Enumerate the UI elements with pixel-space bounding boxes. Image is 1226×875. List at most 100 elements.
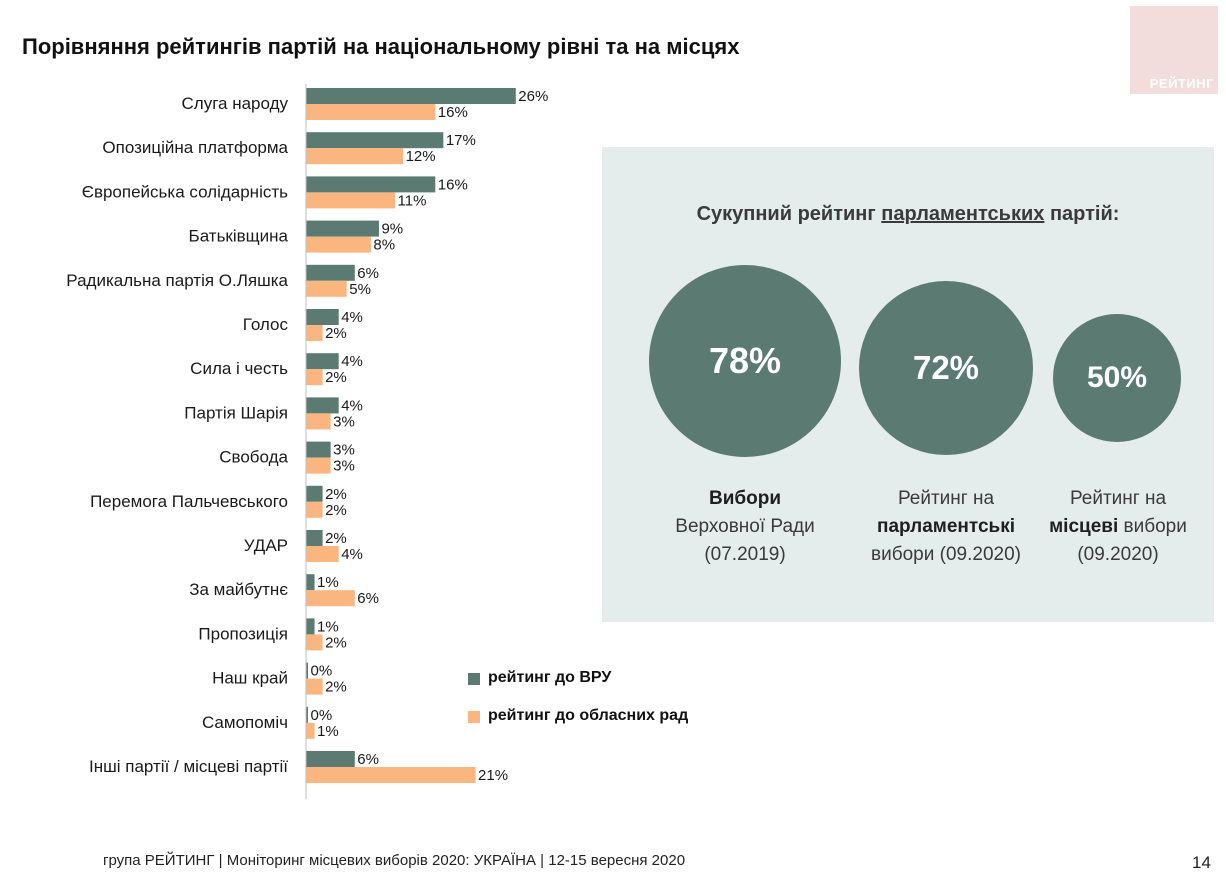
data-label-vru: 1% xyxy=(317,618,339,635)
caption-bold: парламентські xyxy=(876,516,1015,537)
caption-vru-2019: Вибори Верховної Ради (07.2019) xyxy=(650,485,840,569)
category-label: УДАР xyxy=(244,536,288,555)
data-label-vru: 4% xyxy=(341,397,363,414)
category-label: Радикальна партія О.Ляшка xyxy=(66,271,288,290)
data-label-oblast: 2% xyxy=(325,634,347,651)
bar-oblast xyxy=(306,634,323,651)
category-label: Голос xyxy=(243,315,289,334)
data-label-oblast: 3% xyxy=(333,413,355,430)
data-label-vru: 3% xyxy=(333,442,355,459)
bar-oblast xyxy=(306,546,339,562)
data-label-oblast: 8% xyxy=(373,237,395,254)
bar-vru xyxy=(306,397,339,414)
circle-value: 78% xyxy=(708,340,782,381)
caption-parliament-2020: Рейтинг на парламентські вибори (09.2020… xyxy=(846,485,1046,569)
bar-vru xyxy=(306,530,323,546)
data-label-vru: 4% xyxy=(341,309,363,326)
panel-title-underlined: парламентських xyxy=(881,203,1045,225)
bar-oblast xyxy=(306,590,355,607)
caption-bold: Вибори xyxy=(708,488,782,509)
caption-pre: Рейтинг на xyxy=(897,488,995,509)
caption-text: Верховної Ради (07.2019) xyxy=(675,516,815,565)
category-label: Сила і честь xyxy=(190,359,288,378)
data-label-oblast: 2% xyxy=(325,502,347,519)
page-title: Порівняння рейтингів партій на національ… xyxy=(22,34,740,59)
data-label-vru: 1% xyxy=(317,574,339,591)
circle-local-2020: 50% xyxy=(1053,314,1181,442)
data-label-vru: 26% xyxy=(518,88,548,105)
bar-vru xyxy=(306,751,355,767)
legend-swatch-oblast xyxy=(468,711,480,723)
circle-parliament-2020: 72% xyxy=(859,281,1033,455)
data-label-vru: 2% xyxy=(325,530,347,547)
data-label-vru: 17% xyxy=(446,132,476,149)
data-label-oblast: 2% xyxy=(325,369,347,386)
bar-oblast xyxy=(306,678,323,695)
chart-legend: рейтинг до ВРУ рейтинг до обласних рад xyxy=(468,668,688,744)
data-label-oblast: 6% xyxy=(357,590,379,607)
circle-vru-2019: 78% xyxy=(649,265,841,457)
bar-oblast xyxy=(306,767,476,783)
bar-vru xyxy=(306,618,315,635)
data-label-oblast: 2% xyxy=(325,325,347,342)
category-label: Інші партії / місцеві партії xyxy=(89,757,288,776)
category-label: Пропозиція xyxy=(198,624,288,643)
party-ratings-bar-chart: Слуга народу 26% 16% Опозиційна платформа 17… xyxy=(66,84,548,800)
bar-vru xyxy=(306,132,444,149)
bar-oblast xyxy=(306,369,323,386)
data-label-oblast: 3% xyxy=(333,458,355,475)
category-label: За майбутнє xyxy=(189,580,288,599)
bar-oblast xyxy=(306,280,347,297)
data-label-oblast: 5% xyxy=(349,281,371,298)
bar-oblast xyxy=(306,104,436,120)
data-label-oblast: 1% xyxy=(317,723,339,740)
data-label-oblast: 21% xyxy=(478,767,508,784)
bar-oblast xyxy=(306,501,323,518)
bar-vru xyxy=(306,485,323,502)
caption-local-2020: Рейтинг на місцеві вибори (09.2020) xyxy=(1034,485,1202,569)
category-label: Партія Шарія xyxy=(184,403,288,422)
bar-oblast xyxy=(306,192,396,209)
circle-value: 72% xyxy=(912,349,980,386)
category-label: Перемога Пальчевського xyxy=(90,492,288,511)
category-label: Самопоміч xyxy=(202,713,288,732)
bar-oblast xyxy=(306,148,404,165)
legend-item-vru: рейтинг до ВРУ xyxy=(468,668,688,706)
data-label-oblast: 12% xyxy=(406,148,436,165)
data-label-vru: 6% xyxy=(357,751,379,768)
legend-label-vru: рейтинг до ВРУ xyxy=(488,669,612,686)
footer-text: група РЕЙТИНГ | Моніторинг місцевих вибо… xyxy=(103,852,686,869)
bar-oblast xyxy=(306,413,331,430)
caption-post: вибори (09.2020) xyxy=(871,544,1021,565)
legend-swatch-vru xyxy=(468,673,480,685)
data-label-oblast: 16% xyxy=(438,104,468,121)
panel-title-post: партій: xyxy=(1044,203,1120,225)
bar-oblast xyxy=(306,325,323,341)
bar-vru xyxy=(306,353,339,370)
category-label: Опозиційна платформа xyxy=(102,138,288,157)
data-label-vru: 0% xyxy=(311,707,333,724)
bar-oblast xyxy=(306,722,315,739)
data-label-vru: 6% xyxy=(357,265,379,282)
caption-bold: місцеві xyxy=(1049,516,1119,537)
caption-post: вибори (09.2020) xyxy=(1077,516,1187,565)
panel-title: Сукупний рейтинг парламентських партій: xyxy=(602,203,1214,226)
bar-vru xyxy=(306,220,379,237)
bar-oblast xyxy=(306,457,331,474)
legend-label-oblast: рейтинг до обласних рад xyxy=(488,707,689,724)
bar-vru xyxy=(306,264,355,281)
rating-logo: РЕЙТИНГ xyxy=(1130,6,1218,94)
data-label-vru: 16% xyxy=(438,176,468,193)
bar-vru xyxy=(306,574,315,591)
bar-vru xyxy=(306,88,516,104)
data-label-oblast: 4% xyxy=(341,546,363,563)
circle-value: 50% xyxy=(1086,361,1148,394)
bar-vru xyxy=(306,441,331,458)
bar-vru xyxy=(306,309,339,325)
bar-oblast xyxy=(306,236,371,253)
data-label-vru: 9% xyxy=(381,221,403,238)
category-label: Європейська солідарність xyxy=(82,182,288,201)
bar-vru xyxy=(306,176,436,193)
category-label: Слуга народу xyxy=(182,94,289,113)
data-label-vru: 4% xyxy=(341,353,363,370)
